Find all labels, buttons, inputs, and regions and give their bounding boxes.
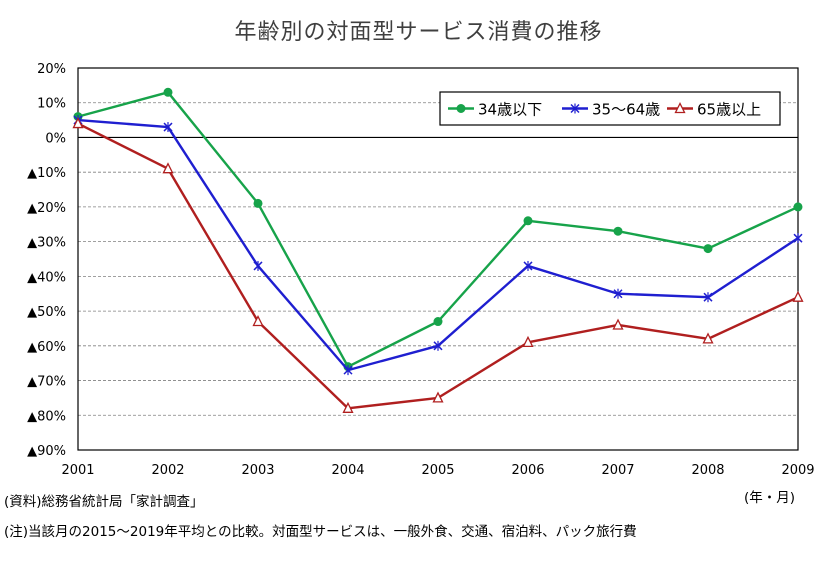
data-point xyxy=(252,315,264,327)
data-point xyxy=(523,216,533,226)
x-tick-label: 2002 xyxy=(151,463,184,478)
x-tick-label: 2001 xyxy=(61,463,94,478)
x-tick-label: 2003 xyxy=(241,463,274,478)
y-tick-label: ▲50% xyxy=(27,305,66,320)
x-tick-label: 2009 xyxy=(781,463,814,478)
legend: 34歳以下 35～64歳 65歳以上 xyxy=(439,91,781,126)
data-point xyxy=(792,290,804,302)
data-point xyxy=(162,162,174,174)
y-tick-label: ▲30% xyxy=(27,236,66,251)
y-tick-label: ▲10% xyxy=(27,166,66,181)
axis-layer: 20% 10% 0% ▲10% ▲20% ▲30% ▲40% ▲50% ▲60% ▲70% ▲80%… xyxy=(27,62,814,478)
series-line xyxy=(77,122,799,410)
data-point xyxy=(613,226,623,236)
data-point xyxy=(72,117,84,129)
legend-marker xyxy=(456,104,466,113)
data-point xyxy=(163,87,173,97)
y-tick-label: 20% xyxy=(37,62,66,77)
x-tick-label: 2005 xyxy=(421,463,454,478)
data-point xyxy=(523,260,533,271)
y-tick-label: 10% xyxy=(37,97,66,112)
data-point xyxy=(253,198,263,208)
chart-title: 年齢別の対面型サービス消費の推移 xyxy=(234,20,603,45)
data-point xyxy=(703,244,713,254)
data-point xyxy=(343,365,353,376)
x-tick-label: 2008 xyxy=(691,463,724,478)
data-point xyxy=(703,292,713,303)
data-point xyxy=(613,288,623,299)
legend-label: 35～64歳 xyxy=(592,101,660,119)
y-tick-label: 0% xyxy=(45,131,66,146)
x-tick-label: 2004 xyxy=(331,463,364,478)
data-point xyxy=(522,335,534,347)
y-tick-label: ▲70% xyxy=(27,375,66,390)
data-point xyxy=(793,233,803,244)
legend-marker xyxy=(570,103,580,114)
data-point xyxy=(793,202,803,212)
data-point xyxy=(432,391,444,403)
y-tick-label: ▲20% xyxy=(27,201,66,216)
data-point xyxy=(702,332,714,344)
plot-area-frame xyxy=(77,67,799,451)
data-point xyxy=(433,340,443,351)
data-point xyxy=(253,260,263,271)
x-tick-label: 2007 xyxy=(601,463,634,478)
series-layer xyxy=(72,87,804,413)
x-tick-label: 2006 xyxy=(511,463,544,478)
legend-label: 34歳以下 xyxy=(478,101,542,119)
legend-box xyxy=(439,91,781,126)
legend-marker xyxy=(674,102,686,114)
data-point xyxy=(163,122,173,133)
source-note: (資料)総務省統計局「家計調査」 xyxy=(4,494,204,510)
footnote: (注)当該月の2015～2019年平均との比較。対面型サービスは、一般外食、交通… xyxy=(4,524,637,540)
x-axis-unit-label: (年・月) xyxy=(744,490,796,506)
y-tick-label: ▲80% xyxy=(27,409,66,424)
grid-layer xyxy=(78,102,798,416)
legend-label: 65歳以上 xyxy=(697,101,761,119)
y-tick-label: ▲40% xyxy=(27,270,66,285)
data-point xyxy=(433,317,443,327)
y-tick-label: ▲90% xyxy=(27,444,66,459)
data-point xyxy=(342,401,354,413)
data-point xyxy=(612,318,624,330)
y-tick-label: ▲60% xyxy=(27,340,66,355)
